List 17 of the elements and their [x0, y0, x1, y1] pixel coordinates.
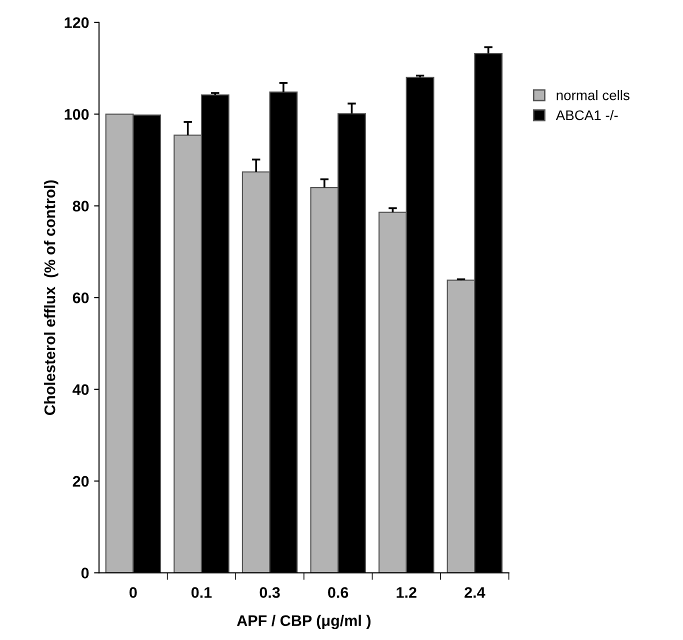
- legend-label: ABCA1 -/-: [556, 110, 618, 120]
- x-tick-label: 1.2: [396, 587, 416, 598]
- x-tick-label: 0.3: [260, 587, 280, 598]
- legend-label: normal cells: [556, 90, 630, 100]
- y-tick-label: 120: [64, 17, 89, 28]
- y-tick-label: 80: [72, 200, 89, 212]
- x-tick-label: 2.4: [464, 587, 486, 598]
- y-axis-title: Cholesterol efflux (% of control): [44, 180, 58, 415]
- x-tick-label: 0.6: [328, 587, 348, 598]
- y-tick-label: 0: [81, 568, 89, 578]
- y-tick-label: 60: [72, 292, 89, 304]
- y-tick-label: 100: [64, 109, 89, 120]
- y-tick-label: 40: [72, 384, 89, 396]
- x-tick-label: 0: [130, 587, 137, 598]
- x-axis-title: APF / CBP (μg/ml ): [236, 614, 371, 630]
- y-tick-label: 20: [72, 476, 89, 487]
- x-tick-label: 0.1: [191, 587, 212, 598]
